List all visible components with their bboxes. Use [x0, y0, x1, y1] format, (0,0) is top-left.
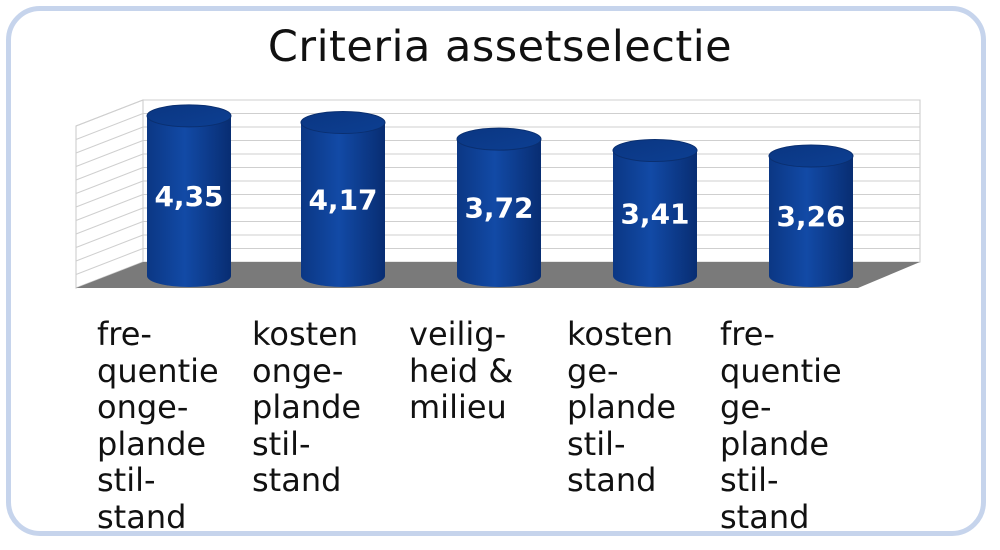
bars: 4,35 4,17 3,72 3,41 3,26: [146, 104, 854, 287]
bar: 3,41: [612, 139, 698, 287]
bar-top: [768, 144, 854, 168]
category-label: kosten ge- plande stil- stand: [567, 315, 677, 499]
value-label: 4,17: [308, 183, 377, 216]
bar: 4,17: [300, 111, 386, 287]
category-label: kosten onge- plande stil- stand: [252, 315, 362, 499]
bar-body: [769, 156, 853, 287]
category-label: fre- quentie ge- plande stil- stand: [720, 315, 842, 536]
side-gridline: [75, 221, 144, 248]
side-gridline: [75, 153, 144, 181]
category-label: veilig- heid & milieu: [409, 315, 514, 426]
value-label: 4,35: [154, 180, 223, 213]
side-gridline: [75, 207, 144, 235]
category-label: fre- quentie onge- plande stil- stand: [97, 315, 219, 536]
chart-title: Criteria assetselectie: [267, 22, 733, 72]
bar-top: [612, 139, 698, 163]
side-gridline: [75, 126, 144, 154]
value-label: 3,41: [620, 197, 689, 230]
bar-top: [146, 104, 232, 128]
side-gridline: [75, 113, 144, 140]
bar-body: [613, 150, 697, 287]
bar: 4,35: [146, 104, 232, 287]
bar-body: [301, 122, 385, 287]
value-label: 3,72: [464, 192, 533, 225]
bar-top: [300, 111, 386, 135]
side-gridline: [75, 234, 144, 262]
side-gridline: [75, 248, 144, 275]
bar-top: [456, 127, 542, 151]
bar: 3,72: [456, 127, 542, 287]
value-label: 3,26: [776, 200, 845, 233]
bar-body: [147, 115, 231, 287]
side-gridline: [75, 140, 144, 167]
bar-body: [457, 139, 541, 287]
bar: 3,26: [768, 144, 854, 287]
side-gridline: [75, 167, 144, 194]
side-gridline: [75, 194, 144, 221]
side-gridline: [75, 180, 144, 208]
side-gridline: [75, 99, 144, 127]
